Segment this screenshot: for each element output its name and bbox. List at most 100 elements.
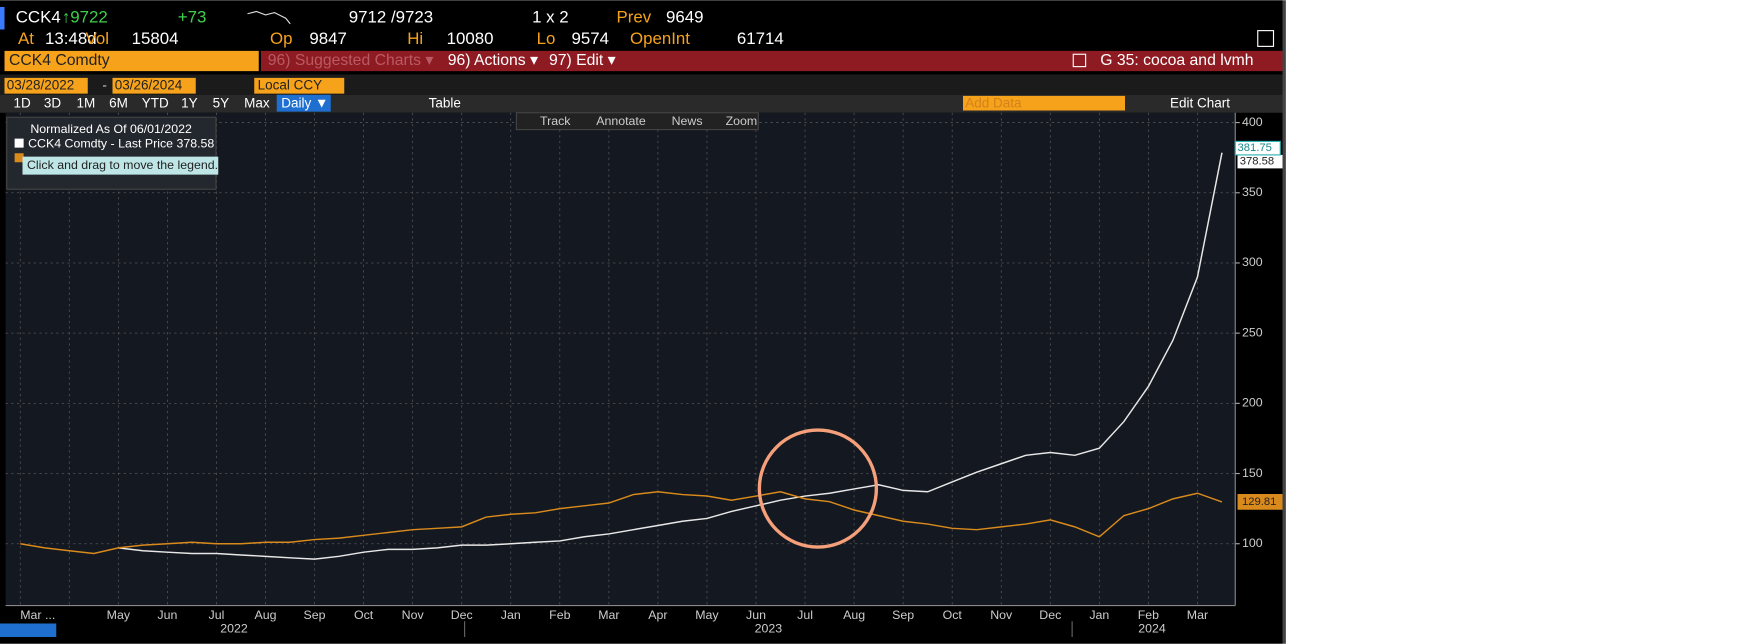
chart-tool[interactable]: Annotate: [596, 114, 646, 128]
x-tick-label: Dec: [1039, 608, 1061, 622]
period-buttons: 1D 3D 1M 6M YTD 1Y 5Y Max: [14, 95, 270, 110]
end-date: 03/26/2024: [115, 77, 183, 92]
x-tick-label: Jan: [501, 608, 521, 622]
x-tick-label: Jul: [797, 608, 813, 622]
popout-icon[interactable]: [1257, 30, 1275, 47]
y-tick-label: 300: [1242, 255, 1263, 269]
tooltip-text: Click and drag to move the legend.: [27, 158, 218, 172]
legend-box[interactable]: [6, 116, 217, 190]
price-tag: [1237, 154, 1283, 169]
x-tick-label: Nov: [402, 608, 425, 622]
y-tick-label: 400: [1242, 115, 1263, 129]
x-tick-label: Sep: [304, 608, 326, 622]
x-tick-label: Nov: [990, 608, 1013, 622]
label: OpenInt: [630, 29, 690, 48]
chart-name: G 35: cocoa and lvmh: [1100, 52, 1253, 69]
legend-entry: CCK4 Comdty - Last Price 378.58: [28, 137, 214, 151]
value: 10080: [447, 29, 494, 48]
year-label: 2022: [220, 621, 248, 635]
price-tag: [1237, 494, 1283, 510]
value: 9649: [666, 8, 704, 27]
period-button[interactable]: 1D: [14, 95, 32, 110]
legend-swatch: [14, 153, 24, 163]
table-button[interactable]: Table: [429, 95, 461, 110]
header: CCK4 ↑9722 +73 9712 /9723 1 x 2 Prev 964…: [16, 8, 784, 48]
x-tick-label: Mar: [1187, 608, 1208, 622]
series-line: [20, 491, 1223, 555]
label: Lo: [537, 29, 556, 48]
currency-box[interactable]: [254, 77, 345, 94]
x-tick-label: Sep: [892, 608, 914, 622]
date-box[interactable]: [112, 77, 196, 94]
period-button[interactable]: 1Y: [181, 95, 198, 110]
legend-title: Normalized As Of 06/01/2022: [30, 122, 192, 136]
price-tag-text: 378.58: [1240, 156, 1274, 168]
period-button[interactable]: 3D: [44, 95, 62, 110]
chart-tools-items: Track Annotate News Zoom: [540, 114, 757, 128]
x-tick-label: Jun: [746, 608, 766, 622]
series-line: [118, 152, 1223, 560]
period-button[interactable]: 5Y: [213, 95, 230, 110]
x-tick-label: Oct: [943, 608, 963, 622]
bid-ask: 9712 /9723: [349, 8, 433, 27]
label: At: [18, 29, 34, 48]
size: 1 x 2: [532, 8, 569, 27]
y-tick-label: 100: [1242, 536, 1263, 550]
label: Hi: [407, 29, 423, 48]
highlight-circle: [757, 428, 879, 549]
launch-icon[interactable]: [1072, 53, 1087, 68]
chart-tool[interactable]: Track: [540, 114, 571, 128]
x-tick-label: May: [107, 608, 131, 622]
y-tick-label: 200: [1242, 396, 1263, 410]
value: 15804: [132, 29, 179, 48]
start-date: 03/28/2022: [7, 77, 75, 92]
x-tick-label: Oct: [354, 608, 374, 622]
security-box[interactable]: [4, 50, 259, 72]
x-tick-label: Aug: [255, 608, 277, 622]
label: Prev: [617, 8, 652, 27]
menu-actions[interactable]: 96) Actions ▾: [448, 52, 538, 69]
menu-bar: [261, 50, 1283, 72]
label: Op: [270, 29, 293, 48]
x-tick-label: Dec: [451, 608, 473, 622]
chart-tool[interactable]: Zoom: [726, 114, 758, 128]
value: 13:48d: [45, 29, 97, 48]
menu-edit[interactable]: 97) Edit ▾: [549, 52, 616, 69]
edit-chart[interactable]: Edit Chart: [1170, 95, 1230, 110]
sparkline: [247, 10, 291, 25]
x-tick-label: May: [695, 608, 719, 622]
chart-tool[interactable]: News: [672, 114, 703, 128]
x-tick-label: Jul: [209, 608, 225, 622]
x-tick-label: Aug: [843, 608, 865, 622]
value: 61714: [737, 29, 784, 48]
date-box[interactable]: [4, 77, 88, 94]
x-tick-label: Jan: [1089, 608, 1109, 622]
currency: Local CCY: [258, 77, 323, 92]
legend-swatch: [14, 138, 24, 148]
x-tick-label: Mar ...: [20, 608, 55, 622]
x-tick-label: Jun: [157, 608, 177, 622]
y-tick-label: 150: [1242, 466, 1263, 480]
tooltip: [22, 156, 219, 175]
frequency: Daily ▼: [281, 95, 328, 110]
ticker: CCK4: [16, 8, 61, 27]
security: CCK4 Comdty: [9, 52, 110, 69]
label: Vol: [86, 29, 109, 48]
add-data: Add Data: [965, 95, 1022, 110]
change: +73: [178, 8, 207, 27]
last: ↑9722: [62, 8, 108, 27]
value: 9574: [572, 29, 610, 48]
menu-suggested[interactable]: 96) Suggested Charts ▾: [268, 52, 434, 69]
period-button[interactable]: Max: [244, 95, 270, 110]
period-button[interactable]: YTD: [142, 95, 169, 110]
add-data-box[interactable]: [963, 95, 1125, 111]
year-label: 2023: [755, 621, 783, 635]
x-tick-label: Feb: [1138, 608, 1159, 622]
period-button[interactable]: 6M: [109, 95, 128, 110]
focus-bar: [0, 7, 5, 30]
chart-tools: [515, 112, 759, 131]
price-tag-text: 129.81: [1242, 496, 1276, 508]
frequency-box[interactable]: [276, 94, 331, 112]
period-button[interactable]: 1M: [77, 95, 96, 110]
